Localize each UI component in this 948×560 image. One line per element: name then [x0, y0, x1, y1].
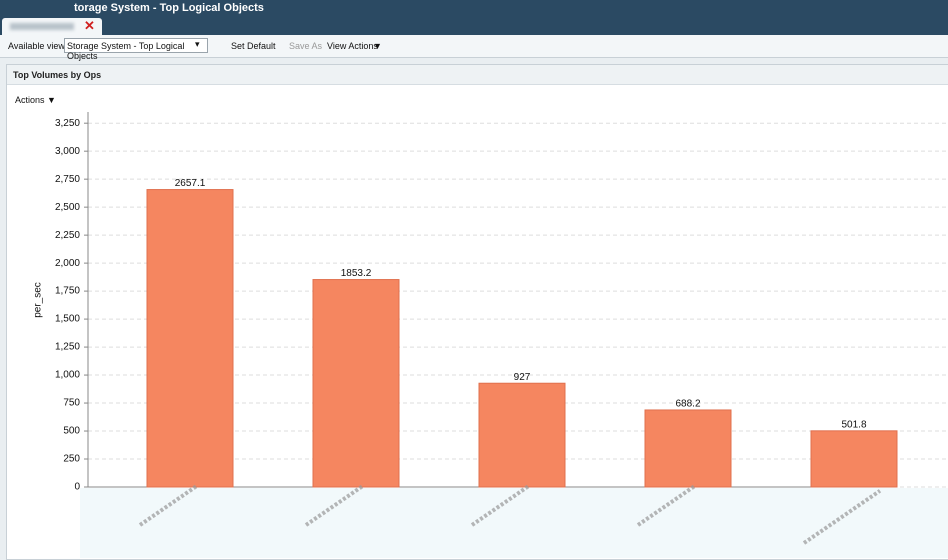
- y-axis-title: per_sec: [33, 282, 44, 318]
- window-title: torage System - Top Logical Objects: [74, 2, 264, 14]
- y-tick-label: 500: [63, 426, 80, 437]
- y-tick-label: 2,500: [55, 202, 80, 213]
- save-as: Save As: [289, 41, 323, 51]
- redacted-category-label: [138, 484, 198, 527]
- views-label: Available views:: [8, 41, 72, 51]
- redacted-category-label: [470, 484, 530, 527]
- y-tick-label: 3,250: [55, 118, 80, 129]
- data-label: 927: [514, 372, 531, 383]
- redacted-category-label: [304, 484, 364, 527]
- y-tick-label: 2,750: [55, 174, 80, 185]
- y-tick-label: 250: [63, 454, 80, 465]
- y-tick-label: 1,250: [55, 342, 80, 353]
- redacted-category-label: [636, 484, 696, 527]
- selected-view: Storage System - Top Logical Objects: [67, 41, 185, 61]
- bar: [644, 409, 732, 488]
- y-tick-label: 1,000: [55, 370, 80, 381]
- data-label: 501.8: [841, 419, 866, 430]
- panel-title: Top Volumes by Ops: [13, 70, 102, 80]
- panel-header: Top Volumes by Ops: [7, 65, 948, 85]
- view-actions-arrow: ▼: [373, 41, 382, 51]
- data-label: 688.2: [675, 399, 700, 410]
- y-tick-label: 750: [63, 398, 80, 409]
- set-default[interactable]: Set Default: [231, 41, 276, 51]
- dropdown-arrow: ▾: [195, 39, 200, 49]
- y-tick-label: 0: [74, 482, 80, 493]
- y-tick-label: 1,500: [55, 314, 80, 325]
- close-tab[interactable]: ✕: [84, 18, 95, 33]
- actions-menu[interactable]: Actions ▼: [15, 95, 56, 105]
- y-tick-label: 1,750: [55, 286, 80, 297]
- bar: [312, 279, 400, 488]
- y-tick-label: 2,250: [55, 230, 80, 241]
- tab[interactable]: ✕: [2, 18, 102, 35]
- x-label-area: [80, 488, 948, 558]
- data-label: 1853.2: [341, 268, 372, 279]
- redacted-category-label: [802, 489, 882, 545]
- view-select[interactable]: Storage System - Top Logical Objects ▾: [64, 38, 208, 61]
- bar: [146, 189, 234, 488]
- y-tick-label: 3,000: [55, 146, 80, 157]
- view-actions[interactable]: View Actions: [327, 41, 378, 51]
- data-label: 2657.1: [175, 178, 206, 189]
- title-bar: torage System - Top Logical Objects ✕: [0, 0, 948, 35]
- redacted-tab-label: [10, 23, 74, 30]
- actions-text: Actions: [15, 95, 45, 105]
- bar: [810, 430, 898, 488]
- y-tick-label: 2,000: [55, 258, 80, 269]
- bar: [478, 382, 566, 488]
- toolbar: Available views: Storage System - Top Lo…: [0, 35, 948, 61]
